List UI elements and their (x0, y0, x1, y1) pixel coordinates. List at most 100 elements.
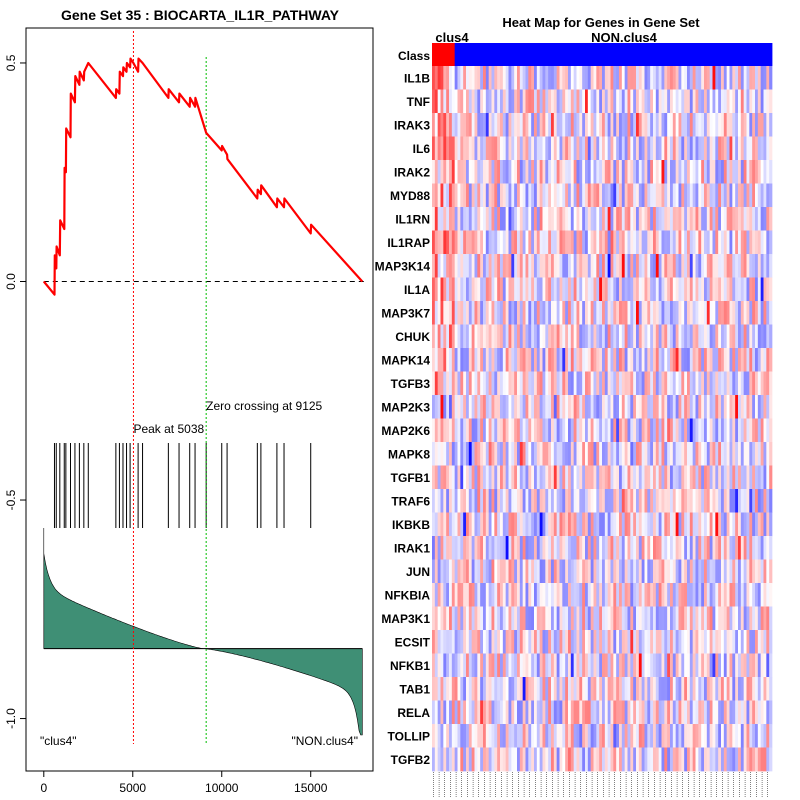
heat-cell (709, 536, 713, 560)
heat-cell (539, 489, 543, 513)
heat-cell (692, 724, 696, 748)
heat-cell (528, 395, 532, 419)
heat-cell (607, 465, 611, 490)
heat-cell (607, 277, 611, 302)
heat-cell (502, 277, 507, 302)
heat-cell (664, 66, 668, 90)
heat-cell (596, 489, 600, 513)
heat-cell (505, 489, 509, 513)
heat-cell (528, 230, 532, 255)
heat-cell (468, 724, 473, 748)
heat-cell (599, 183, 603, 208)
heat-cell (706, 348, 711, 372)
heat-cell (488, 277, 492, 302)
heat-cell (613, 700, 617, 725)
heat-cell (735, 324, 739, 349)
heat-cell (675, 536, 679, 560)
heat-cell (491, 677, 495, 701)
heat-cell (687, 747, 691, 772)
heat-cell (636, 324, 640, 349)
heat-cell (511, 324, 515, 349)
heat-cell (692, 442, 696, 466)
heat-cell (590, 747, 594, 772)
x-tick-label: 5000 (119, 781, 146, 795)
heat-cell (505, 700, 509, 725)
heat-cell (590, 183, 594, 208)
heat-cell (502, 324, 507, 349)
heat-cell (593, 324, 597, 349)
heat-cell (565, 254, 569, 278)
heat-cell (726, 418, 730, 443)
heat-cell (565, 183, 569, 208)
heat-cell (667, 489, 671, 513)
heat-cell (491, 113, 495, 137)
heat-cell (602, 183, 606, 208)
heat-cell (514, 160, 518, 184)
heat-cell (636, 183, 640, 208)
heat-cell (579, 183, 583, 208)
heat-cell (604, 89, 609, 114)
heat-cell (579, 747, 583, 772)
gene-label: IL1RN (395, 212, 430, 226)
heat-cell (451, 512, 456, 537)
heat-cell (559, 583, 563, 607)
heat-cell (480, 418, 484, 443)
heat-cell (454, 583, 458, 607)
heat-cell (434, 653, 439, 678)
heat-cell (616, 677, 620, 701)
heat-cell (740, 207, 745, 231)
heat-cell (542, 301, 546, 325)
heat-cell (746, 324, 750, 349)
heat-cell (619, 230, 623, 255)
heat-cell (451, 324, 456, 349)
heat-cell (675, 254, 679, 278)
heat-cell (494, 630, 498, 654)
heat-cell (471, 183, 475, 208)
heat-cell (488, 395, 492, 419)
heat-cell (483, 230, 487, 255)
heat-cell (480, 136, 484, 161)
heat-cell (522, 559, 526, 584)
heat-cell (732, 277, 736, 302)
heat-cell (763, 230, 767, 255)
heat-cell (443, 630, 447, 654)
heat-cell (729, 66, 733, 90)
heat-cell (553, 465, 558, 490)
heat-cell (678, 512, 682, 537)
heat-cell (576, 442, 580, 466)
heat-cell (667, 395, 671, 419)
heat-cell (718, 606, 722, 631)
heat-cell (565, 324, 569, 349)
heat-cell (712, 583, 716, 607)
heat-cell (729, 630, 733, 654)
heat-cell (437, 66, 441, 90)
heat-cell (511, 183, 515, 208)
heat-cell (641, 254, 645, 278)
heat-cell (698, 395, 702, 419)
heat-cell (437, 724, 441, 748)
heat-cell (763, 301, 767, 325)
heat-cell (661, 512, 665, 537)
heat-cell (695, 653, 699, 678)
heat-cell (701, 324, 705, 349)
heat-cell (619, 630, 623, 654)
heat-cell (684, 606, 688, 631)
heat-cell (766, 465, 770, 490)
heat-cell (463, 724, 467, 748)
heat-cell (636, 442, 640, 466)
heat-cell (553, 442, 558, 466)
heat-cell (568, 324, 572, 349)
heat-cell (664, 724, 668, 748)
heat-cell (446, 136, 450, 161)
heat-cell (500, 606, 504, 631)
heat-cell (743, 136, 747, 161)
heat-cell (650, 89, 654, 114)
heat-cell (760, 254, 764, 278)
heat-cell (604, 230, 609, 255)
heat-cell (497, 559, 501, 584)
heat-cell (440, 747, 444, 772)
heat-cell (619, 747, 623, 772)
heat-cell (630, 348, 634, 372)
heat-cell (709, 724, 713, 748)
heat-cell (471, 395, 475, 419)
